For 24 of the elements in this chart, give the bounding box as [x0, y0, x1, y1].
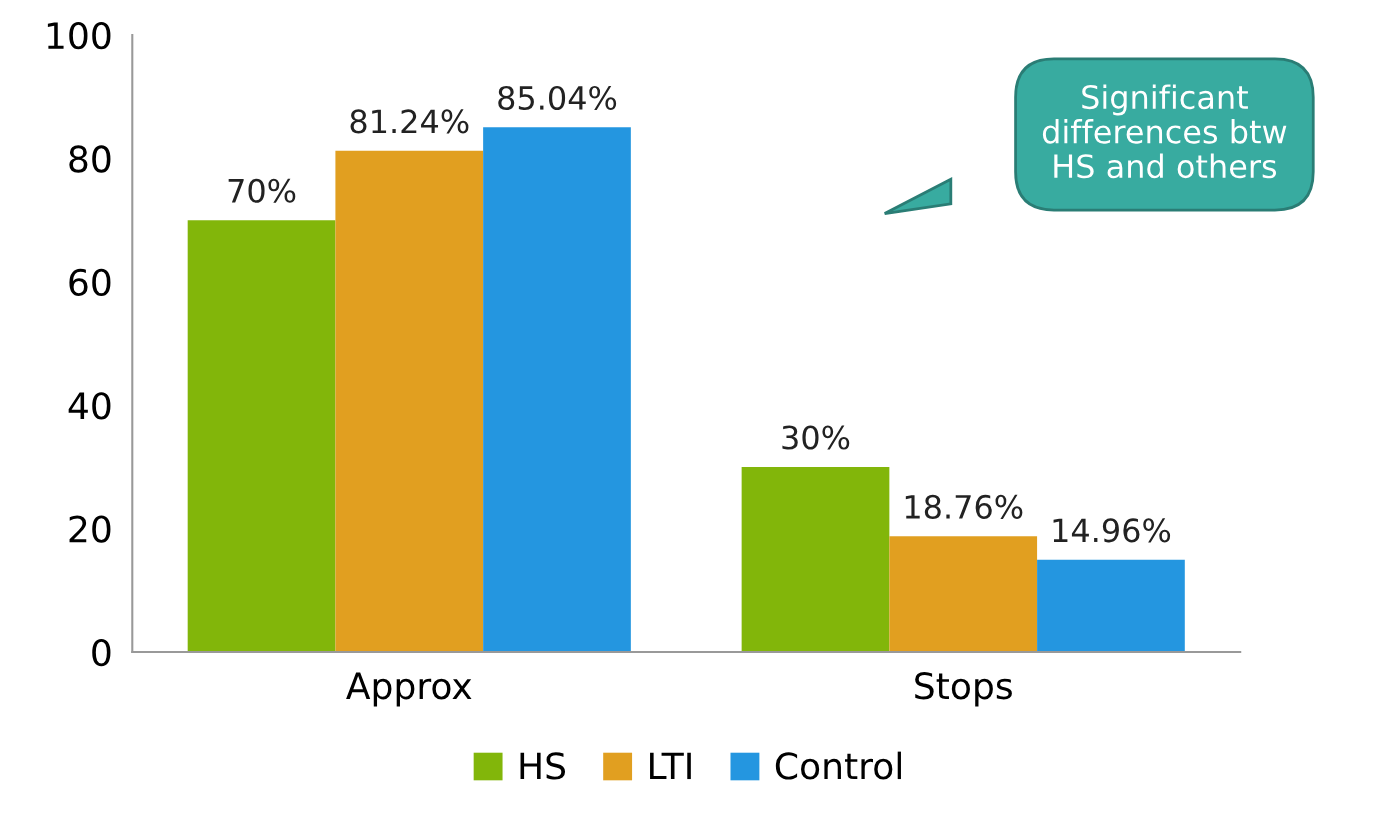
bar	[889, 536, 1038, 652]
bar	[335, 150, 484, 652]
legend-label: HS	[520, 752, 566, 780]
legend-label: Control	[775, 751, 901, 780]
y-tick-label: 60	[69, 268, 111, 297]
data-label: 14.96%	[1053, 518, 1171, 543]
data-label: 18.76%	[905, 494, 1023, 519]
bar	[187, 220, 336, 652]
bar	[483, 127, 631, 652]
y-tick-label: 100	[47, 21, 111, 50]
y-tick-label: 40	[68, 392, 111, 420]
y-tick-label: 20	[69, 515, 111, 543]
legend-label: LTI	[650, 752, 691, 780]
data-label: 70%	[228, 178, 296, 203]
x-tick-label: Stops	[915, 672, 1012, 707]
x-tick-label: Approx	[346, 672, 472, 707]
bar	[741, 466, 890, 652]
y-tick-label: 80	[69, 145, 111, 173]
bar	[1037, 559, 1185, 652]
annotation: Significant differences btw HS and others	[1042, 84, 1287, 179]
data-label: 81.24%	[350, 109, 469, 134]
data-label: 85.04%	[498, 85, 617, 111]
data-label: 30%	[782, 425, 850, 450]
y-tick-label: 0	[92, 638, 111, 667]
